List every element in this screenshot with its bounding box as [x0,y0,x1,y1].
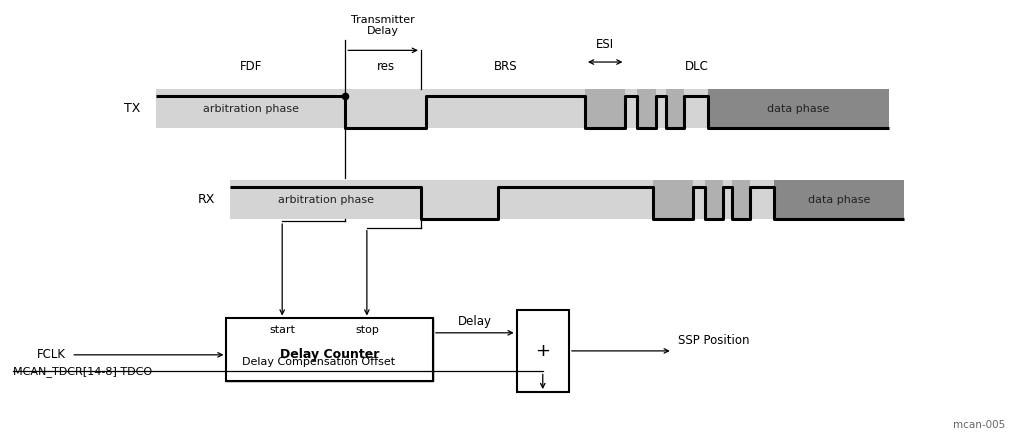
Bar [637,89,655,128]
Text: start: start [269,325,295,335]
Text: arbitration phase: arbitration phase [278,194,374,205]
Text: arbitration phase: arbitration phase [203,104,299,114]
Text: +: + [535,342,550,360]
Bar [586,89,625,128]
Bar [227,318,433,381]
Bar [732,180,751,219]
Bar [156,89,345,128]
Text: RX: RX [198,193,216,206]
Bar [708,89,889,128]
Text: data phase: data phase [768,104,830,114]
Text: Delay Counter: Delay Counter [280,348,380,361]
Text: mcan-005: mcan-005 [953,420,1005,430]
Bar [666,89,684,128]
Text: FCLK: FCLK [37,348,66,361]
Text: Transmitter
Delay: Transmitter Delay [352,15,415,35]
Bar [705,180,723,219]
Bar [345,89,708,128]
Bar [775,180,905,219]
Text: res: res [377,60,395,73]
Bar [420,180,775,219]
Text: BRS: BRS [493,60,518,73]
Text: Delay Compensation Offset: Delay Compensation Offset [241,357,395,367]
Text: data phase: data phase [808,194,870,205]
Text: TX: TX [125,102,141,115]
Text: stop: stop [355,325,379,335]
Bar [231,180,420,219]
Text: DLC: DLC [685,60,709,73]
Text: MCAN_TDCR[14-8] TDCO: MCAN_TDCR[14-8] TDCO [13,366,152,377]
Text: Delay: Delay [458,314,491,328]
Bar [227,318,433,381]
Text: FDF: FDF [239,60,261,73]
Bar [652,180,693,219]
Bar [517,310,569,392]
Text: ESI: ESI [597,38,614,51]
Text: SSP Position: SSP Position [678,334,750,346]
